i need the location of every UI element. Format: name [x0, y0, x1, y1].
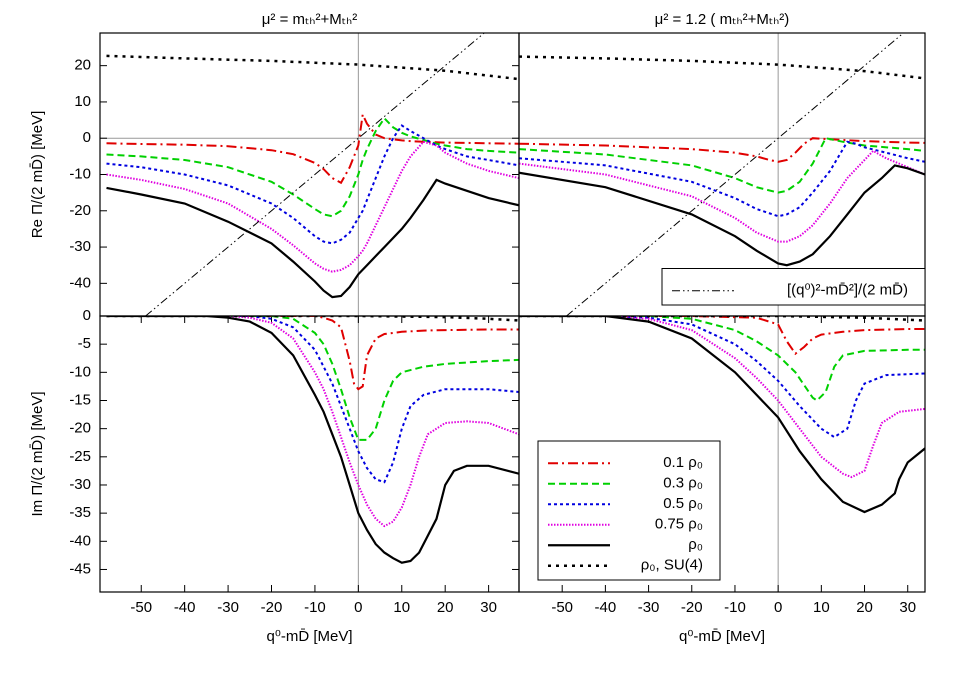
x-tick-label: 0 — [774, 599, 782, 616]
x-axis-label: q⁰-mD̄ [MeV] — [266, 628, 352, 645]
y-tick-label: 10 — [74, 93, 91, 110]
y-tick-label: -45 — [69, 560, 91, 577]
series-line — [519, 316, 925, 514]
legend-label: ρ₀ — [688, 536, 703, 553]
x-tick-label: 20 — [856, 599, 873, 616]
y-tick-label: 20 — [74, 57, 91, 74]
y-tick-label: -40 — [69, 532, 91, 549]
x-tick-label: -50 — [130, 599, 152, 616]
series-line — [519, 137, 925, 163]
panel: -45-40-35-30-25-20-15-10-50-50 -40 -30 -20-… — [29, 307, 520, 645]
x-axis-label: q⁰-mD̄ [MeV] — [679, 628, 765, 645]
x-tick-label: 30 — [480, 599, 497, 616]
series-line — [106, 111, 519, 185]
y-tick-label: -20 — [69, 420, 91, 437]
plot-area — [519, 316, 925, 514]
series-line — [519, 316, 925, 479]
series-line — [106, 316, 519, 391]
series-line — [145, 33, 486, 316]
x-tick-label: -10 — [304, 599, 326, 616]
x-tick-label: -30 — [217, 599, 239, 616]
series-line — [519, 149, 925, 243]
legend-label: 0.1 ρ₀ — [663, 454, 703, 471]
x-tick-label: 0 — [354, 599, 362, 616]
series-line — [519, 140, 925, 218]
series-line — [519, 316, 925, 439]
legend-label: 0.75 ρ₀ — [655, 516, 703, 533]
x-tick-label: 30 — [899, 599, 916, 616]
series-line — [106, 116, 519, 218]
series-line — [519, 164, 925, 267]
panel: -40 -30 -20 -10 0 10 20 μ² = mₜₕ²+Mₜₕ² Re Π/(2 m… — [29, 11, 520, 317]
x-tick-label: -40 — [174, 599, 196, 616]
series-line — [519, 316, 925, 356]
series-line — [106, 316, 519, 564]
y-tick-label: -25 — [69, 448, 91, 465]
plot-area — [519, 33, 925, 316]
y-tick-label: -30 — [69, 476, 91, 493]
legend-label: 0.3 ρ₀ — [663, 475, 703, 492]
frame — [518, 315, 926, 593]
panel: -50 -40 -30 -20 -10 0 10 20 30 q⁰-mD̄ [MeV] 0.1 ρ₀… — [518, 315, 926, 645]
x-tick-label: -10 — [724, 599, 746, 616]
y-tick-label: -20 — [69, 202, 91, 219]
legend-label: [(q⁰)²-mD̄²]/(2 mD̄) — [787, 282, 908, 299]
y-tick-label: 0 — [83, 307, 91, 324]
legend-box — [661, 268, 926, 306]
y-tick-label: -30 — [69, 238, 91, 255]
x-tick-label: -50 — [551, 599, 573, 616]
x-tick-label: -20 — [261, 599, 283, 616]
x-tick-label: 20 — [437, 599, 454, 616]
series-line — [106, 316, 519, 484]
series-line — [519, 316, 925, 402]
series-line — [106, 124, 519, 245]
legend-label: ρ₀, SU(4) — [641, 557, 703, 574]
y-axis-label: Re Π/(2 mD̄) [MeV] — [29, 111, 46, 239]
series-line — [106, 316, 519, 441]
x-tick-label: -20 — [681, 599, 703, 616]
plot-area — [106, 33, 519, 316]
y-tick-label: -35 — [69, 504, 91, 521]
series-line — [106, 316, 519, 528]
legend-label: 0.5 ρ₀ — [663, 495, 703, 512]
panel: μ² = 1.2 ( mₜₕ²+Mₜₕ²) [(q⁰)²-mD̄²]/(2 mD̄… — [518, 11, 926, 317]
y-tick-label: -10 — [69, 363, 91, 380]
x-tick-label: 10 — [393, 599, 410, 616]
series-line — [106, 54, 519, 81]
y-tick-label: -10 — [69, 165, 91, 182]
x-tick-label: -40 — [595, 599, 617, 616]
series-line — [519, 55, 925, 80]
y-tick-label: -15 — [69, 391, 91, 408]
series-line — [106, 316, 519, 322]
y-axis-label: Im Π/(2 mD̄) [MeV] — [29, 391, 46, 516]
series-line — [106, 140, 519, 273]
x-tick-label: -30 — [638, 599, 660, 616]
x-tick-label: 10 — [813, 599, 830, 616]
panel-title: μ² = mₜₕ²+Mₜₕ² — [262, 11, 357, 28]
series-line — [566, 33, 905, 316]
y-tick-label: -5 — [78, 335, 91, 352]
panel-title: μ² = 1.2 ( mₜₕ²+Mₜₕ²) — [655, 11, 790, 28]
series-line — [106, 178, 519, 299]
plot-area — [106, 316, 519, 564]
y-tick-label: -40 — [69, 274, 91, 291]
y-tick-label: 0 — [83, 129, 91, 146]
